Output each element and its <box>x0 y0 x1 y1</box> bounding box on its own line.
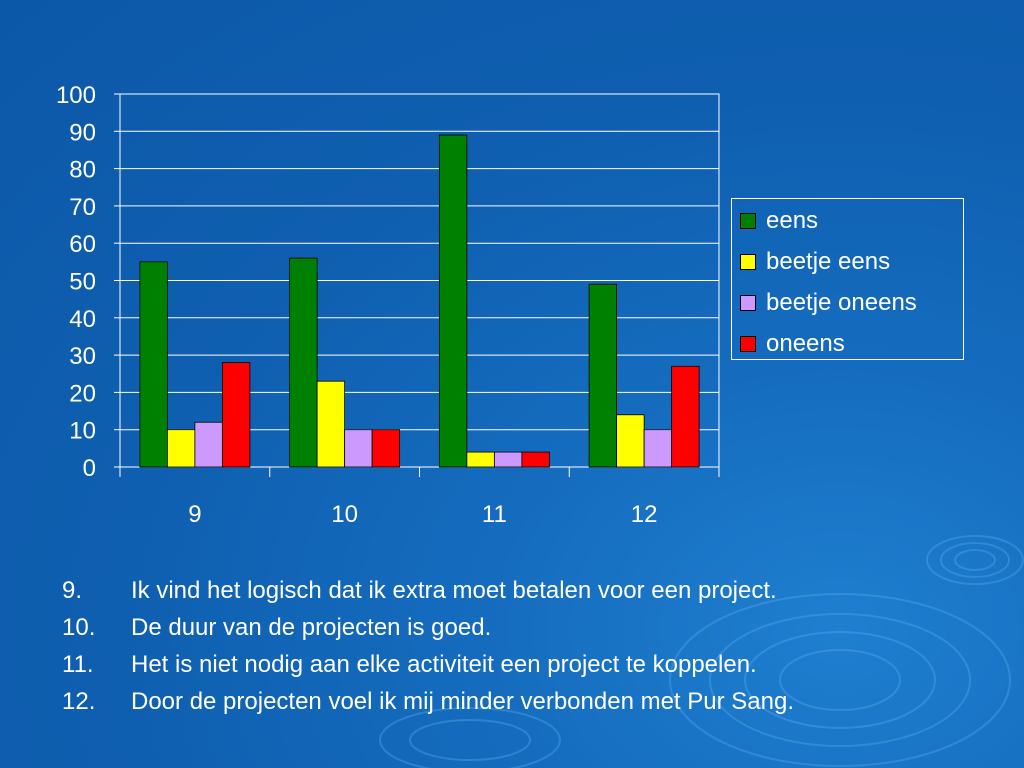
y-tick-label: 0 <box>83 455 96 482</box>
y-tick-label: 70 <box>69 194 96 221</box>
legend-swatch-oneens <box>740 336 756 352</box>
x-tick-label: 12 <box>631 501 658 528</box>
statement-number: 9. <box>62 576 83 604</box>
y-tick-label: 10 <box>69 418 96 445</box>
y-tick-label: 30 <box>69 343 96 370</box>
legend-item-oneens: oneens <box>740 329 845 359</box>
bar <box>371 429 401 468</box>
y-tick-label: 100 <box>56 82 96 109</box>
bar <box>588 283 618 468</box>
bar <box>616 414 645 468</box>
legend-swatch-beetje-eens <box>740 254 756 270</box>
x-tick-label: 10 <box>331 501 358 528</box>
bar <box>221 362 251 468</box>
statement-item: 10. De duur van de projecten is goed. <box>62 609 1002 646</box>
bar <box>166 429 196 468</box>
bar <box>466 451 495 468</box>
statement-text: Ik vind het logisch dat ik extra moet be… <box>131 576 777 604</box>
bar <box>194 421 223 468</box>
y-tick-label: 90 <box>69 119 96 146</box>
statement-text: De duur van de projecten is goed. <box>131 613 492 641</box>
statement-item: 9. Ik vind het logisch dat ik extra moet… <box>62 572 1002 609</box>
bar <box>289 257 318 468</box>
legend-swatch-eens <box>740 213 756 229</box>
bar <box>671 365 700 468</box>
bar <box>139 261 168 468</box>
x-tick-label: 9 <box>188 501 201 528</box>
legend-swatch-beetje-oneens <box>740 295 756 311</box>
statement-number: 11. <box>62 650 94 678</box>
legend-label-beetje-eens: beetje eens <box>766 248 891 275</box>
statement-text: Het is niet nodig aan elke activiteit ee… <box>131 650 757 678</box>
statement-text: Door de projecten voel ik mij minder ver… <box>131 687 794 715</box>
statement-number: 10. <box>62 613 96 641</box>
chart-legend: eens beetje eens beetje oneens oneens <box>731 198 964 360</box>
bar-chart: 0 10 20 30 40 50 60 70 80 90 100 9 10 11 12 <box>56 82 700 528</box>
statement-number: 12. <box>62 687 96 715</box>
bar <box>316 380 346 468</box>
y-tick-label: 40 <box>69 306 96 333</box>
legend-label-beetje-oneens: beetje oneens <box>766 289 917 316</box>
y-tick-label: 80 <box>69 157 96 184</box>
bar <box>521 451 550 468</box>
y-tick-label: 20 <box>69 380 96 407</box>
bar <box>643 429 673 468</box>
statement-list: 9. Ik vind het logisch dat ik extra moet… <box>62 572 1002 720</box>
legend-item-eens: eens <box>740 206 818 236</box>
statement-item: 11. Het is niet nodig aan elke activitei… <box>62 646 1002 683</box>
statement-item: 12. Door de projecten voel ik mij minder… <box>62 683 1002 720</box>
legend-label-eens: eens <box>766 207 819 234</box>
bar <box>344 429 373 468</box>
bar <box>438 134 468 468</box>
legend-label-oneens: oneens <box>766 330 845 357</box>
legend-item-beetje-eens: beetje eens <box>740 247 890 277</box>
x-tick-label: 11 <box>482 501 507 528</box>
bar <box>493 451 523 468</box>
y-tick-label: 60 <box>69 231 96 258</box>
y-tick-label: 50 <box>69 269 96 296</box>
legend-item-beetje-oneens: beetje oneens <box>740 288 917 318</box>
